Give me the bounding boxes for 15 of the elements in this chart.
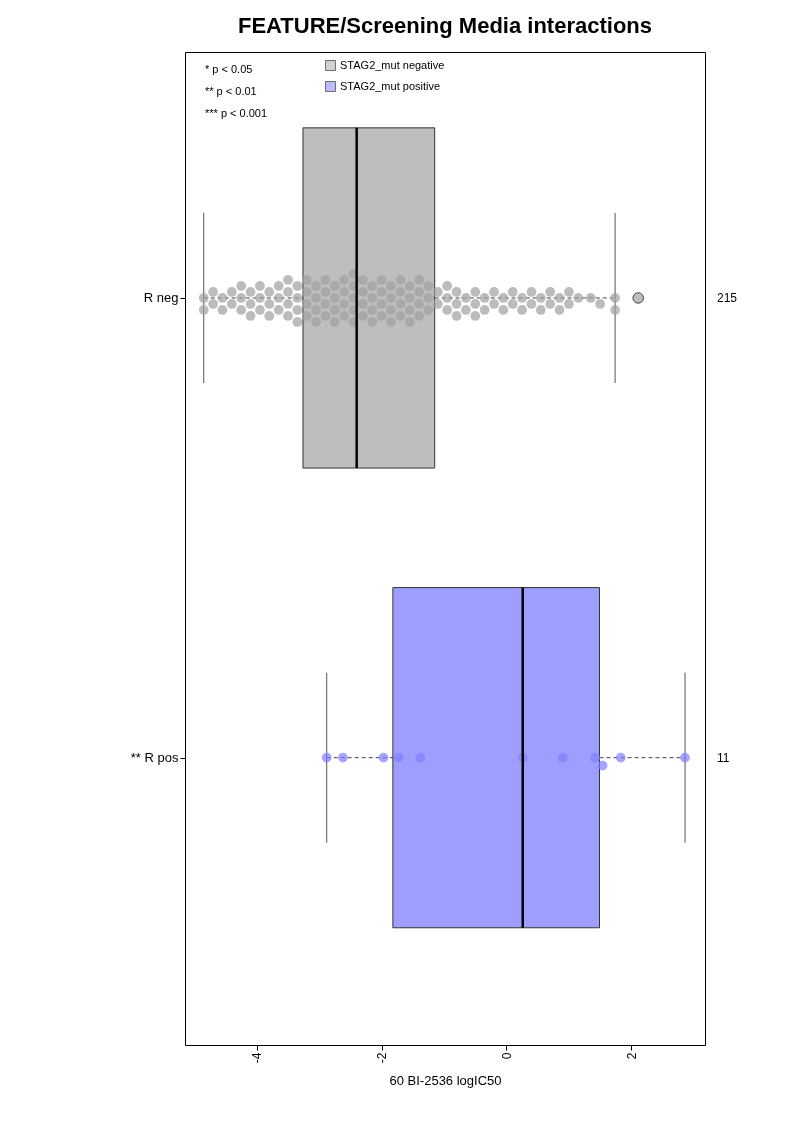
annotation: *** p < 0.001 bbox=[205, 107, 268, 119]
legend-label: STAG2_mut negative bbox=[340, 58, 445, 71]
y-tick-label: ** R pos bbox=[130, 750, 179, 766]
x-tick-label: 0 bbox=[499, 1052, 514, 1060]
x-tick-label: -2 bbox=[375, 1052, 390, 1064]
legend-label: STAG2_mut positive bbox=[340, 79, 441, 92]
x-tick-label: 2 bbox=[624, 1052, 639, 1060]
y2-tick-label: 215 bbox=[717, 290, 738, 305]
x-axis-title: 60 BI-2536 logIC50 bbox=[389, 1073, 502, 1089]
y-tick-label: R neg bbox=[143, 290, 179, 306]
chart-title: FEATURE/Screening Media interactions bbox=[237, 13, 653, 38]
x-tick-label: -4 bbox=[250, 1052, 265, 1064]
annotation: ** p < 0.01 bbox=[205, 85, 257, 97]
y2-tick-label: 11 bbox=[717, 750, 730, 765]
annotation: * p < 0.05 bbox=[205, 63, 253, 75]
